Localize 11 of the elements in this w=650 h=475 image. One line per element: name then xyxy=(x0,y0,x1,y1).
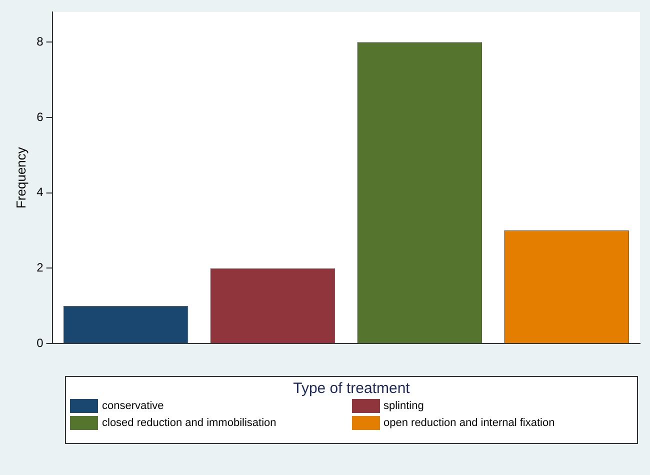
y-tick-label: 8 xyxy=(36,34,44,48)
y-tick-label: 6 xyxy=(36,110,44,124)
legend-title: Type of treatment xyxy=(292,380,411,397)
y-axis-title: Frequency xyxy=(13,146,28,209)
y-tick-label: 0 xyxy=(36,336,44,350)
legend-label: conservative xyxy=(102,400,164,412)
legend-label: splinting xyxy=(384,400,424,412)
legend-label: open reduction and internal fixation xyxy=(384,417,555,429)
y-tick-label: 2 xyxy=(36,260,44,275)
legend-label: closed reduction and immobilisation xyxy=(102,417,276,429)
y-tick-label: 4 xyxy=(36,185,44,200)
